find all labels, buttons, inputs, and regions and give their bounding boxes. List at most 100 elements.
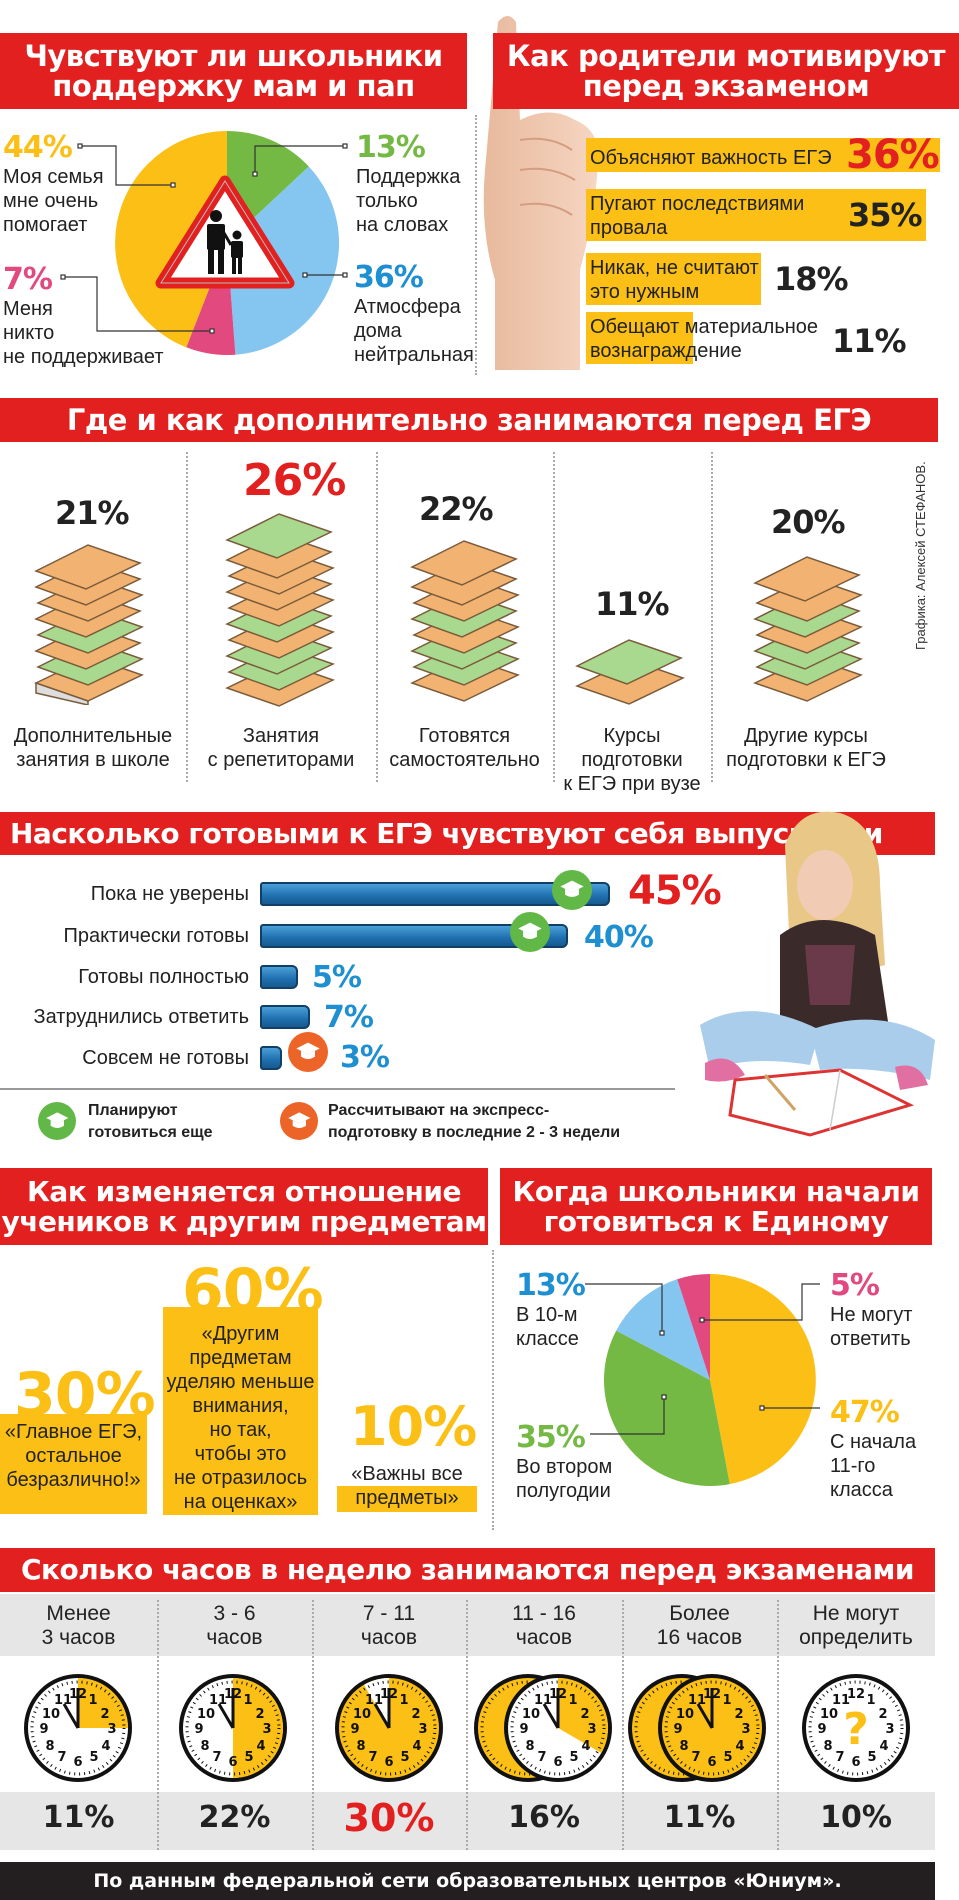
- divider: [466, 1600, 468, 1850]
- hours-label: Более 16 часов: [656, 1602, 743, 1649]
- readiness-label: Совсем не готовы: [82, 1047, 249, 1069]
- hours-label: 7 - 11 часов: [360, 1602, 418, 1649]
- graduation-cap-green-icon: [38, 1102, 76, 1140]
- slice-label-36: 36% Атмосфера дома нейтральная: [354, 260, 474, 366]
- attitude-pct: 10%: [350, 1395, 477, 1458]
- svg-text:6: 6: [707, 1755, 716, 1770]
- motivation-bar-2: [586, 189, 926, 241]
- slice-label-47: 47% С начала 11-го класса: [830, 1395, 917, 1501]
- svg-text:5: 5: [723, 1750, 732, 1765]
- readiness-bar: [260, 965, 298, 989]
- readiness-label: Затруднились ответить: [33, 1006, 249, 1028]
- divider: [777, 1600, 779, 1850]
- svg-text:3: 3: [262, 1722, 271, 1737]
- hours-pct: 11%: [42, 1800, 115, 1835]
- study-label: Дополнительные занятия в школе: [13, 725, 173, 771]
- svg-text:11: 11: [209, 1693, 227, 1708]
- svg-text:7: 7: [835, 1750, 844, 1765]
- divider: [0, 1088, 675, 1090]
- section-title: Когда школьники начали готовиться к Един…: [500, 1168, 932, 1245]
- svg-text:4: 4: [735, 1739, 744, 1754]
- svg-text:11: 11: [534, 1693, 552, 1708]
- legend-text: Рассчитывают на экспресс-подготовку в по…: [328, 1102, 621, 1141]
- svg-text:2: 2: [255, 1707, 264, 1722]
- svg-text:10: 10: [522, 1707, 540, 1722]
- section-title: Чувствуют ли школьники поддержку мам и п…: [0, 33, 467, 109]
- motivation-label: Никак, не считают это нужным: [590, 257, 759, 303]
- svg-text:4: 4: [581, 1739, 590, 1754]
- svg-text:5: 5: [400, 1750, 409, 1765]
- svg-text:9: 9: [817, 1722, 826, 1737]
- svg-text:1: 1: [722, 1693, 731, 1708]
- slice-label-13: 13% Поддержка только на словах: [356, 130, 461, 236]
- girl-studying-photo: [700, 811, 935, 1137]
- start-time-pie-chart: [604, 1274, 816, 1486]
- graduation-cap-orange-icon: [288, 1032, 328, 1072]
- readiness-bar: [260, 1046, 282, 1070]
- books-stack-icon: [753, 556, 863, 702]
- svg-text:9: 9: [673, 1722, 682, 1737]
- books-stack-icon: [225, 513, 335, 707]
- attitude-box: [163, 1307, 318, 1515]
- svg-text:7: 7: [368, 1750, 377, 1765]
- hours-label: Менее 3 часов: [41, 1602, 116, 1649]
- slice-label-7: 7% Меня никто не поддерживает: [3, 262, 164, 368]
- legend: Планируют готовиться еще Рассчитывают на …: [0, 1098, 690, 1148]
- svg-text:9: 9: [519, 1722, 528, 1737]
- motivation-label: Обещают материальное вознаграждение: [590, 316, 819, 362]
- leader-lines: [60, 143, 348, 334]
- svg-text:7: 7: [691, 1750, 700, 1765]
- section-title: Как изменяется отношение учеников к друг…: [0, 1168, 488, 1245]
- svg-text:12: 12: [847, 1687, 865, 1702]
- slice-label-44: 44% Моя семья мне очень помогает: [3, 130, 104, 236]
- svg-text:2: 2: [100, 1707, 109, 1722]
- divider: [186, 452, 188, 782]
- readiness-label: Готовы полностью: [78, 966, 249, 988]
- motivation-label: Объясняют важность ЕГЭ: [590, 147, 832, 169]
- section-title: Сколько часов в неделю занимаются перед …: [0, 1548, 935, 1592]
- svg-text:10: 10: [42, 1707, 60, 1722]
- section-title: Насколько готовыми к ЕГЭ чувствуют себя …: [0, 812, 935, 855]
- readiness-label: Пока не уверены: [90, 883, 249, 905]
- svg-text:8: 8: [200, 1739, 209, 1754]
- slice-label-13: 13% В 10-м классе: [516, 1268, 586, 1350]
- svg-text:5: 5: [89, 1750, 98, 1765]
- svg-text:11: 11: [832, 1693, 850, 1708]
- hours-label: 3 - 6 часов: [206, 1602, 263, 1649]
- readiness-bar: [260, 882, 610, 906]
- svg-text:7: 7: [212, 1750, 221, 1765]
- motivation-label: Пугают последствиями провала: [590, 193, 805, 239]
- parent-child-warning-sign-icon: [155, 175, 295, 289]
- svg-text:1: 1: [243, 1693, 252, 1708]
- graduation-cap-green-icon: [552, 870, 592, 910]
- readiness-bar: [260, 1005, 310, 1029]
- svg-text:11: 11: [365, 1693, 383, 1708]
- svg-text:3: 3: [587, 1722, 596, 1737]
- divider: [711, 452, 713, 782]
- graphics-credit: Графика: Алексей СТЕФАНОВ.: [913, 461, 928, 650]
- books-stack-icon: [34, 544, 144, 705]
- section-title: Как родители мотивируют перед экзаменом: [493, 33, 959, 109]
- svg-text:6: 6: [553, 1755, 562, 1770]
- svg-text:7: 7: [537, 1750, 546, 1765]
- svg-text:10: 10: [197, 1707, 215, 1722]
- motivation-bar-3: [586, 253, 761, 305]
- books-stack-icon: [410, 540, 520, 702]
- motivation-pct: 18%: [774, 260, 849, 298]
- motivation-bar-4: [586, 312, 693, 364]
- svg-text:1: 1: [866, 1693, 875, 1708]
- hours-label: Не могут определить: [799, 1602, 913, 1649]
- divider: [622, 1600, 624, 1850]
- study-label: Занятия с репетиторами: [207, 725, 355, 771]
- svg-text:10: 10: [820, 1707, 838, 1722]
- svg-text:5: 5: [244, 1750, 253, 1765]
- motivation-pct: 35%: [848, 196, 923, 234]
- divider: [157, 1600, 159, 1850]
- svg-text:6: 6: [851, 1755, 860, 1770]
- svg-text:5: 5: [867, 1750, 876, 1765]
